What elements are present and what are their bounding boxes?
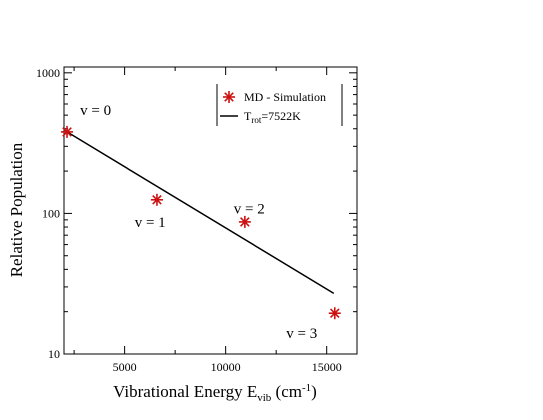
y-axis-label: Relative Population [7,142,26,277]
series-layer [61,125,341,320]
data-point-v3 [328,307,341,320]
y-tick-label: 1000 [36,66,60,80]
x-tick-label: 10000 [211,360,241,374]
asterisk-stroke [62,127,72,137]
data-point-v1 [150,193,163,206]
annotation-v0: v = 0 [80,103,111,119]
asterisk-stroke [240,217,250,227]
y-tick-label: 100 [42,206,60,220]
legend-asterisk [223,91,235,103]
x-axis-label-sub: vib [257,392,272,404]
y-axis: 10 100 1000 [36,66,357,361]
x-axis-label: Vibrational Energy Evib (cm-1) [113,382,317,404]
x-axis: 5000 10000 15000 [73,67,342,374]
legend-label-md-simulation: MD - Simulation [244,90,326,104]
legend-label-trot-rest: =7522K [261,109,301,123]
x-axis-label-main: Vibrational Energy E [113,382,257,401]
legend-marker-md-simulation [223,91,235,103]
asterisk-stroke [224,92,234,102]
y-tick-label: 10 [48,347,60,361]
plot-frame [63,66,358,355]
legend-label-trot-main: T [244,109,252,123]
legend-label-trot: Trot=7522K [244,109,301,125]
fit-line-trot [66,131,335,294]
x-axis-label-unit: (cm [271,382,302,401]
asterisk-stroke [152,194,162,205]
annotation-v2: v = 2 [234,201,265,217]
x-tick-label: 15000 [312,360,342,374]
asterisk-stroke [329,308,340,319]
annotation-v3: v = 3 [286,326,317,342]
data-point-v2 [238,215,251,228]
x-tick-label: 5000 [113,360,137,374]
annotation-v1: v = 1 [135,215,166,231]
x-axis-label-unit-close: ) [311,382,317,401]
legend-label-trot-sub: rot [251,115,261,125]
data-point-v0 [61,125,74,138]
x-axis-label-unit-exp: -1 [302,382,311,394]
legend: MD - Simulation Trot=7522K [216,84,343,126]
annotation-layer: v = 0 v = 1 v = 2 v = 3 [80,103,317,342]
plot-border [63,66,358,355]
